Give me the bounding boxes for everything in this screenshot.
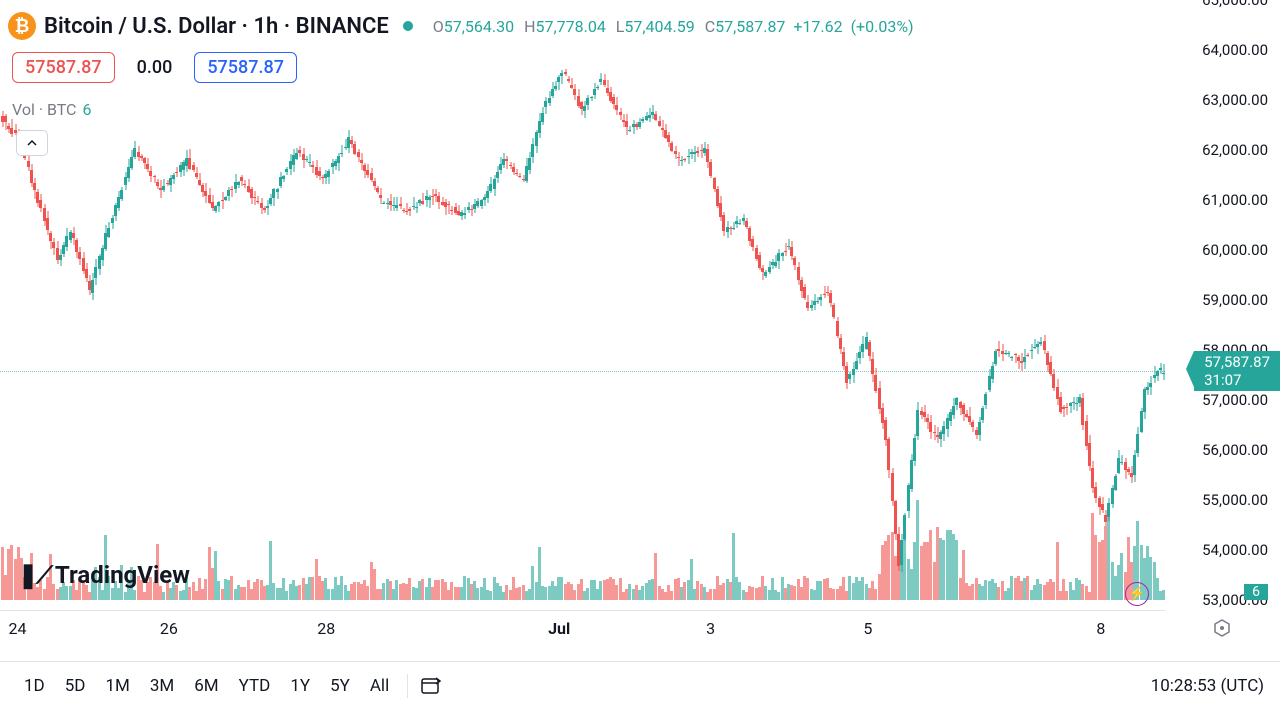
bid-ask-boxes: 57587.87 0.00 57587.87 xyxy=(12,52,297,83)
timeframe-3m[interactable]: 3M xyxy=(142,672,182,700)
open-value: 57,564.30 xyxy=(444,17,514,36)
y-tick: 57,000.00 xyxy=(1202,391,1268,409)
axis-settings-icon[interactable] xyxy=(1212,618,1232,642)
volume-value: 6 xyxy=(82,100,91,119)
y-tick: 60,000.00 xyxy=(1202,241,1268,259)
close-value: 57,587.87 xyxy=(715,17,785,36)
y-tick: 54,000.00 xyxy=(1202,541,1268,559)
collapse-button[interactable] xyxy=(16,130,48,156)
x-tick: 24 xyxy=(8,619,26,638)
high-value: 57,778.04 xyxy=(536,17,606,36)
timeframe-1d[interactable]: 1D xyxy=(16,672,53,700)
x-tick: 3 xyxy=(706,619,715,638)
market-status-dot xyxy=(403,21,413,31)
timeframe-1m[interactable]: 1M xyxy=(97,672,137,700)
x-tick: Jul xyxy=(548,619,570,638)
toolbar-separator xyxy=(407,674,408,698)
timeframe-buttons: 1D5D1M3M6MYTD1Y5YAll xyxy=(16,672,397,700)
goto-date-button[interactable] xyxy=(418,674,446,698)
low-value: 57,404.59 xyxy=(624,17,694,36)
x-tick: 28 xyxy=(317,619,335,638)
close-label: C xyxy=(705,17,715,36)
y-tick: 63,000.00 xyxy=(1202,91,1268,109)
timeframe-toolbar: 1D5D1M3M6MYTD1Y5YAll 10:28:53 (UTC) xyxy=(0,661,1280,709)
price-plot[interactable]: ⚡ xyxy=(0,0,1165,600)
y-tick: 59,000.00 xyxy=(1202,291,1268,309)
timeframe-5y[interactable]: 5Y xyxy=(322,672,358,700)
open-label: O xyxy=(433,17,444,36)
y-tick: 64,000.00 xyxy=(1202,41,1268,59)
timeframe-5d[interactable]: 5D xyxy=(57,672,94,700)
timeframe-1y[interactable]: 1Y xyxy=(282,672,318,700)
chart-container: ₿ Bitcoin / U.S. Dollar · 1h · BINANCE O… xyxy=(0,0,1280,709)
calendar-goto-icon xyxy=(420,676,444,696)
change-value: +17.62 xyxy=(789,17,842,36)
x-tick: 26 xyxy=(160,619,178,638)
y-tick: 62,000.00 xyxy=(1202,141,1268,159)
countdown: 31:07 xyxy=(1204,371,1270,389)
clock-display[interactable]: 10:28:53 (UTC) xyxy=(1151,676,1264,696)
change-pct: (+0.03%) xyxy=(847,17,914,36)
ohlc-readout: O57,564.30 H57,778.04 L57,404.59 C57,587… xyxy=(427,17,914,36)
x-tick: 5 xyxy=(863,619,872,638)
last-price-label: 57,587.87 xyxy=(1204,353,1270,371)
y-tick: 61,000.00 xyxy=(1202,191,1268,209)
chevron-up-icon xyxy=(25,136,39,150)
price-axis[interactable]: 65,000.00 64,000.00 63,000.00 62,000.00 61,0… xyxy=(1165,0,1280,610)
tradingview-logo: ❚⟋TradingView xyxy=(18,561,190,589)
timeframe-all[interactable]: All xyxy=(362,672,397,700)
timeframe-ytd[interactable]: YTD xyxy=(231,672,279,700)
spread-value: 0.00 xyxy=(125,53,185,82)
replay-flash-icon[interactable]: ⚡ xyxy=(1125,582,1149,606)
y-tick: 65,000.00 xyxy=(1202,0,1268,9)
y-tick: 55,000.00 xyxy=(1202,491,1268,509)
y-tick: 56,000.00 xyxy=(1202,441,1268,459)
chart-header: ₿ Bitcoin / U.S. Dollar · 1h · BINANCE O… xyxy=(8,12,914,40)
symbol-title[interactable]: Bitcoin / U.S. Dollar · 1h · BINANCE xyxy=(44,14,389,39)
bid-price[interactable]: 57587.87 xyxy=(12,52,115,83)
x-tick: 8 xyxy=(1096,619,1105,638)
bitcoin-icon: ₿ xyxy=(8,12,36,40)
high-label: H xyxy=(524,17,535,36)
tradingview-logo-icon: ❚⟋ xyxy=(18,561,51,589)
time-axis[interactable]: 24 26 28 Jul 3 5 8 xyxy=(0,610,1165,650)
timeframe-6m[interactable]: 6M xyxy=(186,672,226,700)
volume-indicator-label[interactable]: Vol · BTC6 xyxy=(12,100,91,119)
last-price-tag: 57,587.8731:07 xyxy=(1194,351,1280,391)
volume-axis-tag: 6 xyxy=(1244,584,1268,600)
ask-price[interactable]: 57587.87 xyxy=(194,52,297,83)
